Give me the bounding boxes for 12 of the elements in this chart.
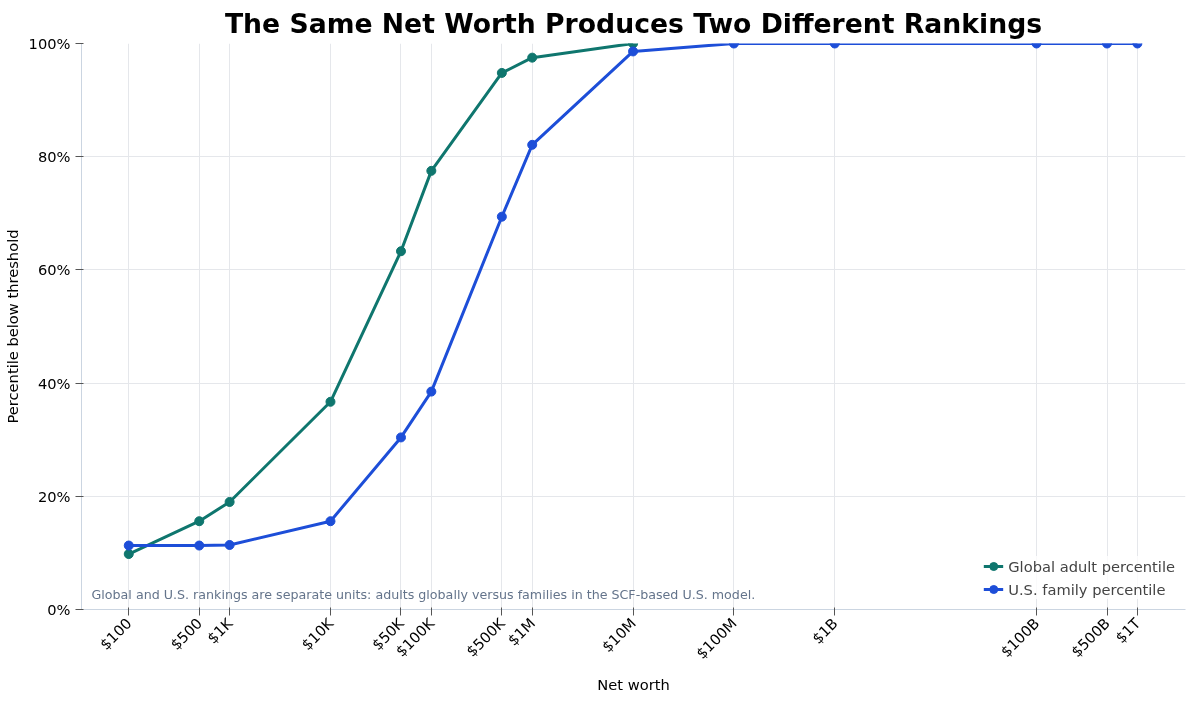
y-tick-label: 80%: [37, 148, 71, 166]
y-tick-label: 100%: [28, 35, 71, 52]
x-axis-title: Net worth: [597, 675, 670, 693]
legend-label: U.S. family percentile: [1008, 580, 1166, 598]
chart-title: The Same Net Worth Produces Two Different Rankings: [224, 7, 1043, 39]
y-axis-title: Percentile below threshold: [3, 229, 21, 424]
y-tick-label: 20%: [37, 487, 71, 505]
legend-label: Global adult percentile: [1008, 557, 1175, 575]
y-tick-label: 60%: [37, 261, 71, 279]
annotation: Global and U.S. rankings are separate units: adults globally versus families in the SCF-based U.S. model.: [91, 586, 756, 602]
y-tick-label: 40%: [37, 374, 71, 392]
y-tick-label: 0%: [47, 601, 71, 618]
